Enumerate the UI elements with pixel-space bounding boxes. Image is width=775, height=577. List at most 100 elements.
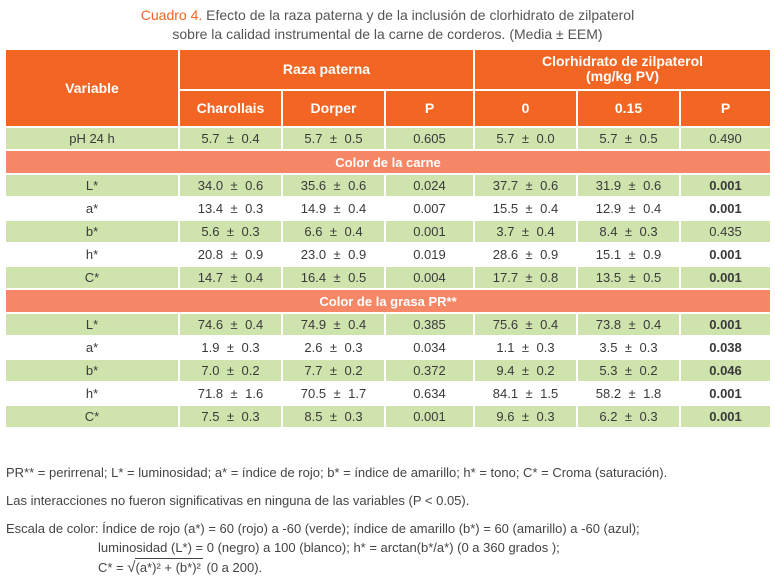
section-header-meat: Color de la carne (3, 149, 773, 175)
mean-sem-charollais: 7.0 ±0.2 (178, 358, 283, 383)
plus-minus: ± (624, 409, 633, 424)
sem-value: 0.9 (245, 247, 264, 262)
mean-sem-dorper: 74.9 ±0.4 (281, 312, 386, 337)
p-value-zilpaterol: 0.001 (678, 242, 773, 267)
table-row: h* 71.8 ±1.6 70.5 ±1.7 0.634 84.1 ±1.5 58.2 ±1.8 0… (4, 381, 773, 406)
plus-minus: ± (525, 178, 533, 193)
results-table: Variable Raza paterna Clorhidrato de zil… (3, 48, 773, 429)
plus-minus: ± (329, 224, 338, 239)
sem-value: 0.3 (639, 340, 658, 355)
sem-value: 0.0 (536, 131, 555, 146)
sem-value: 0.9 (540, 247, 559, 262)
mean-value: 9.4 (496, 363, 515, 378)
caption-line-1: Cuadro 4. Efecto de la raza paterna y de… (0, 6, 775, 25)
plus-minus: ± (628, 178, 636, 193)
plus-minus: ± (628, 317, 636, 332)
table-row: C* 14.7 ±0.4 16.4 ±0.5 0.004 17.7 ±0.8 13.5 ±0.5 0… (4, 265, 773, 290)
table-row: pH 24 h 5.7 ±0.4 5.7 ±0.5 0.605 5.7 ±0.0 5.7 ±0.5… (4, 126, 773, 151)
mean-sem-dorper: 2.6 ±0.3 (281, 335, 386, 360)
sem-value: 0.3 (245, 201, 264, 216)
p-value-zilpaterol: 0.435 (678, 219, 773, 244)
mean-value: 37.7 (492, 178, 519, 193)
sem-value: 0.4 (643, 317, 662, 332)
mean-value: 13.5 (595, 270, 622, 285)
sem-value: 0.3 (536, 340, 555, 355)
table-row: h* 20.8 ±0.9 23.0 ±0.9 0.019 28.6 ±0.9 15.1 ±0.9 0… (4, 242, 773, 267)
mean-sem-dose-015: 13.5 ±0.5 (576, 265, 681, 290)
header-variable: Variable (4, 48, 180, 128)
plus-minus: ± (624, 340, 633, 355)
mean-value: 15.1 (595, 247, 622, 262)
p-value-raza: 0.372 (384, 358, 475, 383)
plus-minus: ± (226, 224, 235, 239)
mean-value: 31.9 (595, 178, 622, 193)
p-value-raza: 0.605 (384, 126, 475, 151)
sem-value: 0.9 (348, 247, 367, 262)
mean-sem-dose-0: 15.5 ±0.4 (473, 196, 578, 221)
caption-text-1: Efecto de la raza paterna y de la inclus… (206, 7, 635, 23)
mean-sem-charollais: 13.4 ±0.3 (178, 196, 283, 221)
mean-sem-dose-0: 28.6 ±0.9 (473, 242, 578, 267)
mean-sem-dose-0: 37.7 ±0.6 (473, 173, 578, 198)
header-p-zilpaterol: P (678, 88, 773, 129)
mean-sem-dorper: 35.6 ±0.6 (281, 173, 386, 198)
mean-sem-dose-015: 3.5 ±0.3 (576, 335, 681, 360)
variable-name: b* (4, 358, 180, 383)
variable-name: b* (4, 219, 180, 244)
p-value-zilpaterol: 0.046 (678, 358, 773, 383)
mean-value: 16.4 (300, 270, 327, 285)
mean-sem-dose-0: 9.6 ±0.3 (473, 404, 578, 429)
plus-minus: ± (333, 178, 341, 193)
mean-value: 5.3 (599, 363, 618, 378)
p-value-raza: 0.001 (384, 219, 475, 244)
plus-minus: ± (226, 340, 235, 355)
mean-sem-charollais: 34.0 ±0.6 (178, 173, 283, 198)
variable-name: h* (4, 381, 180, 406)
sem-value: 1.5 (540, 386, 559, 401)
mean-value: 5.7 (599, 131, 618, 146)
mean-sem-dose-0: 1.1 ±0.3 (473, 335, 578, 360)
p-value-raza: 0.007 (384, 196, 475, 221)
caption-label: Cuadro 4. (140, 7, 203, 23)
mean-sem-charollais: 20.8 ±0.9 (178, 242, 283, 267)
header-dose-015: 0.15 (576, 88, 681, 129)
plus-minus: ± (525, 247, 533, 262)
plus-minus: ± (525, 386, 533, 401)
note-scale-2: luminosidad (L*) = 0 (negro) a 100 (blan… (98, 540, 560, 555)
header-zilpaterol: Clorhidrato de zilpaterol (mg/kg PV) (472, 48, 773, 91)
mean-value: 12.9 (595, 201, 622, 216)
sem-value: 0.5 (344, 131, 363, 146)
p-value-zilpaterol: 0.038 (678, 335, 773, 360)
mean-sem-charollais: 5.7 ±0.4 (178, 126, 283, 151)
rows-meat: L* 34.0 ±0.6 35.6 ±0.6 0.024 37.7 ±0.6 31.9 ±0.6 0… (4, 173, 773, 290)
sem-value: 0.2 (639, 363, 658, 378)
sqrt-radicand: (a*)² + (b*)² (134, 558, 203, 575)
sem-value: 0.4 (241, 131, 260, 146)
mean-sem-dose-0: 84.1 ±1.5 (473, 381, 578, 406)
mean-sem-dose-0: 17.7 ±0.8 (473, 265, 578, 290)
variable-name: h* (4, 242, 180, 267)
sem-value: 1.8 (643, 386, 662, 401)
mean-sem-charollais: 5.6 ±0.3 (178, 219, 283, 244)
p-value-raza: 0.004 (384, 265, 475, 290)
table-row: a* 13.4 ±0.3 14.9 ±0.4 0.007 15.5 ±0.4 12.9 ±0.4 0… (4, 196, 773, 221)
section-meat: Color de la carne (3, 149, 773, 175)
mean-value: 74.6 (197, 317, 224, 332)
mean-value: 28.6 (492, 247, 519, 262)
plus-minus: ± (628, 247, 636, 262)
mean-value: 1.1 (496, 340, 515, 355)
sem-value: 0.3 (536, 409, 555, 424)
plus-minus: ± (329, 409, 338, 424)
plus-minus: ± (525, 270, 533, 285)
header-charollais: Charollais (178, 88, 283, 129)
sem-value: 0.4 (536, 224, 555, 239)
sem-value: 0.4 (245, 270, 264, 285)
mean-value: 71.8 (197, 386, 224, 401)
mean-value: 3.5 (599, 340, 618, 355)
sem-value: 0.4 (540, 317, 559, 332)
p-value-raza: 0.024 (384, 173, 475, 198)
mean-sem-dose-015: 58.2 ±1.8 (576, 381, 681, 406)
sem-value: 0.3 (639, 409, 658, 424)
plus-minus: ± (521, 409, 530, 424)
sem-value: 0.2 (536, 363, 555, 378)
